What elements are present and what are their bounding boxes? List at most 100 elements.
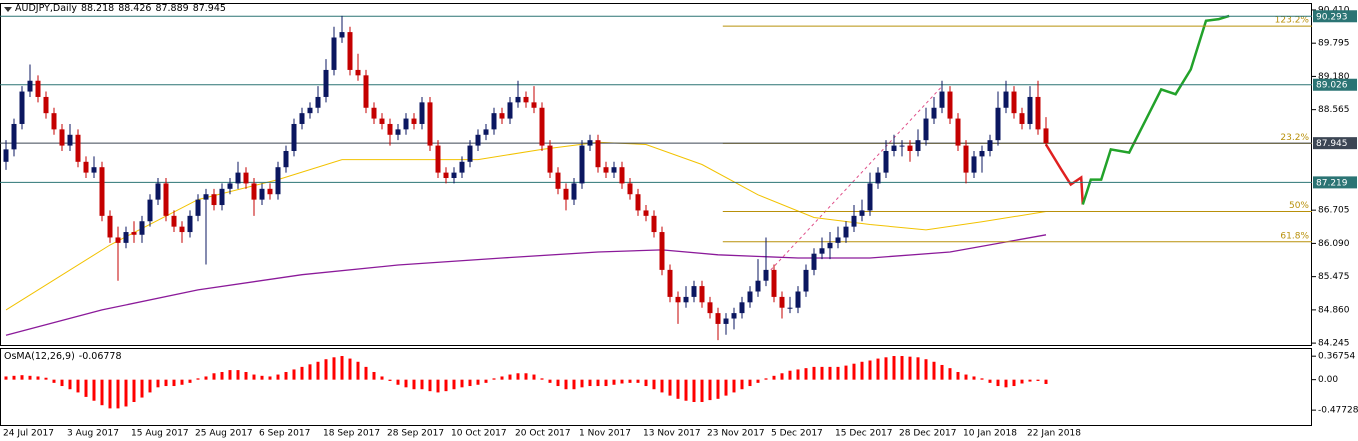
candle-body [579, 145, 585, 184]
candle-body [883, 150, 889, 173]
osma-bar [196, 378, 200, 380]
osma-bar [244, 371, 248, 380]
overlay-line [5, 234, 1047, 336]
osma-bar [796, 369, 800, 380]
y-tick-label: -0.47728 [1318, 406, 1358, 416]
osma-bar [700, 379, 704, 403]
candle-body [707, 302, 713, 314]
candle-body [955, 118, 961, 146]
osma-bar [44, 377, 48, 380]
candle-body [947, 91, 953, 119]
osma-bar [156, 379, 160, 388]
osma-bar [612, 379, 616, 385]
osma-bar [900, 356, 904, 380]
candle-body [99, 167, 105, 216]
candle-body [995, 107, 1001, 141]
symbol-header: AUDJPY,Daily 88.218 88.426 87.889 87.945 [15, 3, 230, 14]
close-value: 87.945 [192, 3, 226, 14]
osma-bar [4, 376, 8, 380]
y-tick-label: 86.705 [1318, 206, 1350, 216]
x-tick-label: 3 Aug 2017 [67, 429, 119, 439]
osma-bar [972, 376, 976, 380]
osma-bar [780, 373, 784, 380]
candle-body [283, 150, 289, 168]
candle-body [403, 118, 409, 130]
osma-bar [772, 375, 776, 380]
osma-bar [276, 374, 280, 380]
candle-body [923, 118, 929, 141]
osma-bar [820, 366, 824, 380]
osma-bar [412, 379, 416, 390]
osma-bar [332, 357, 336, 380]
osma-bar [380, 376, 384, 380]
candle-body [155, 183, 161, 200]
osma-bar [28, 375, 32, 380]
candle-body [643, 210, 649, 216]
x-tick-label: 1 Nov 2017 [579, 429, 631, 439]
osma-bar [652, 379, 656, 390]
osma-bar [588, 379, 592, 387]
candle-body [699, 286, 705, 303]
osma-bar [620, 379, 624, 384]
candle-body [851, 215, 857, 227]
candle-body [387, 123, 393, 135]
osma-bar [676, 379, 680, 399]
candle-body [771, 269, 777, 297]
osma-bar [84, 379, 88, 397]
candle-body [667, 269, 673, 297]
osma-bar [308, 364, 312, 380]
candle-body [347, 32, 353, 70]
osma-bar [532, 374, 536, 380]
osma-bar [892, 356, 896, 380]
candle-body [779, 296, 785, 308]
candle-body [915, 140, 921, 151]
candle-body [235, 172, 241, 184]
osma-bar [1004, 379, 1008, 388]
osma-bar [1012, 379, 1016, 387]
osma-bar [804, 368, 808, 380]
osma-bar [260, 375, 264, 380]
candle-body [939, 91, 945, 108]
osma-bar [468, 379, 472, 387]
candle-body [603, 167, 609, 173]
osma-bar [356, 361, 360, 380]
candle-body [971, 156, 977, 173]
candle-body [675, 296, 681, 303]
osma-bar [212, 373, 216, 380]
candle-body [123, 232, 129, 243]
candle-body [539, 107, 545, 146]
candle-body [147, 199, 153, 222]
y-tick-label: 84.245 [1318, 339, 1350, 349]
candle-body [627, 183, 633, 195]
x-tick-label: 20 Oct 2017 [515, 429, 571, 439]
osma-bar [284, 371, 288, 380]
osma-bar [660, 379, 664, 393]
osma-bar [812, 366, 816, 380]
candle-body [67, 134, 73, 146]
menu-icon[interactable] [4, 7, 12, 12]
candle-body [195, 199, 201, 216]
osma-bar [788, 370, 792, 380]
osma-bar [908, 356, 912, 380]
candle-body [91, 167, 97, 173]
osma-bar [452, 379, 456, 390]
x-tick-label: 5 Dec 2017 [771, 429, 823, 439]
level-price-box [1313, 78, 1357, 91]
osma-bar [460, 379, 464, 388]
osma-bar [764, 378, 768, 380]
candle-body [187, 215, 193, 233]
candle-body [299, 113, 305, 124]
fib-label: 23.2% [1280, 133, 1309, 143]
osma-bar [364, 366, 368, 380]
candle-body [219, 188, 225, 206]
candle-body [523, 96, 529, 103]
y-tick-label: 85.475 [1318, 272, 1350, 282]
x-tick-label: 15 Aug 2017 [131, 429, 189, 439]
osma-bar [716, 379, 720, 399]
candle-body [171, 215, 177, 227]
candle-body [211, 194, 217, 206]
osma-bar [844, 365, 848, 380]
osma-bar [564, 379, 568, 390]
candle-body [499, 113, 505, 119]
